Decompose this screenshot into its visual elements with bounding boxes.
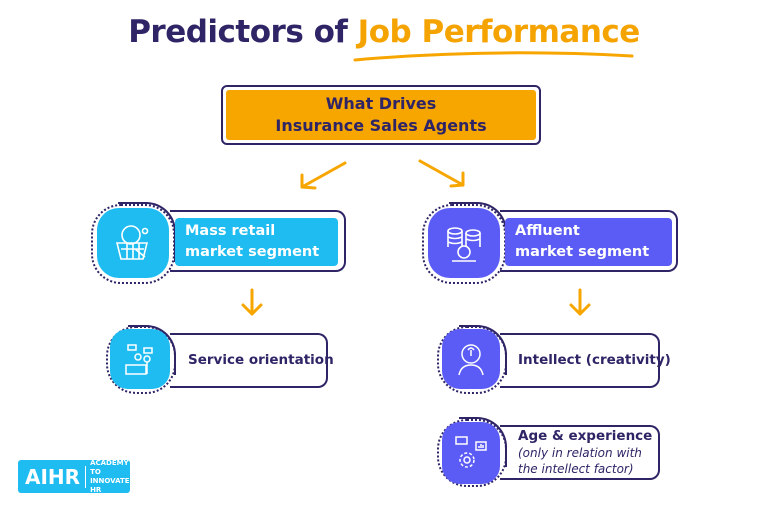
icon-arc [459, 325, 507, 375]
thinker-icon [442, 329, 500, 389]
top-box-outline [221, 85, 541, 145]
logo-divider [85, 465, 87, 488]
icon-arc [128, 325, 176, 375]
underline-swoosh [353, 51, 634, 62]
predictor-card-intellect [500, 333, 660, 388]
service-desk-icon [110, 329, 170, 389]
predictor-intellect: Intellect (creativity) [518, 352, 671, 368]
aihr-logo: AIHR ACADEMY TO INNOVATE HR [18, 459, 130, 494]
predictor-card-service [170, 333, 328, 388]
icon-arc [459, 417, 507, 467]
segment-card-affluent [500, 210, 678, 272]
top-box: What Drives Insurance Sales Agents [226, 90, 536, 140]
page-title: Predictors of Job Performance [128, 14, 641, 50]
basket-icon [97, 208, 169, 278]
title-highlight: Job Performance [357, 14, 641, 50]
coins-icon [428, 208, 500, 278]
segment-label-affluent: Affluent market segment [505, 218, 672, 266]
arrow-right-icon [418, 159, 465, 188]
predictor-card-age [500, 425, 660, 480]
arrow-down-right-icon [569, 288, 591, 316]
arrow-left-icon [300, 161, 347, 190]
segment-label-mass-retail: Mass retail market segment [175, 218, 338, 266]
arrow-down-left-icon [241, 288, 263, 316]
predictor-age-experience: Age & experience (only in relation with … [518, 428, 653, 476]
predictor-service-orientation: Service orientation [188, 352, 334, 368]
segment-card-mass-retail [170, 210, 346, 272]
gear-chat-icon [442, 422, 500, 484]
